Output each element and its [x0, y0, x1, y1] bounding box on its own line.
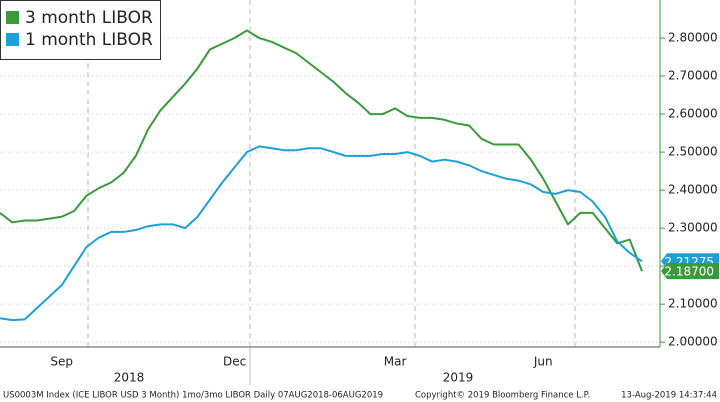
y-tick-label: 2.60000 [668, 107, 718, 121]
x-tick-label: Dec [223, 355, 246, 369]
y-tick-label: 2.70000 [668, 69, 718, 83]
legend-swatch [6, 33, 19, 46]
footer-copyright: Copyright© 2019 Bloomberg Finance L.P. [415, 391, 590, 401]
footer-source: US0003M Index (ICE LIBOR USD 3 Month) 1m… [3, 391, 383, 401]
legend-label: 1 month LIBOR [25, 30, 153, 50]
y-tick-label: 2.00000 [668, 335, 718, 349]
year-label: 2019 [443, 371, 474, 385]
x-tick-label: Sep [50, 355, 73, 369]
y-tick-label: 2.30000 [668, 221, 718, 235]
y-tick-label: 2.40000 [668, 183, 718, 197]
y-tick-label: 2.80000 [668, 31, 718, 45]
series-line [0, 145, 643, 322]
year-label: 2018 [114, 371, 145, 385]
y-tick-label: 2.10000 [668, 297, 718, 311]
y-tick-label: 2.50000 [668, 145, 718, 159]
x-tick-label: Mar [384, 355, 407, 369]
series-line [0, 29, 643, 272]
last-value-tag [661, 263, 719, 280]
last-value-label: 2.18700 [664, 265, 714, 279]
legend-swatch [6, 11, 19, 24]
footer-timestamp: 13-Aug-2019 14:37:44 [621, 391, 717, 401]
x-tick-label: Jun [533, 355, 553, 369]
legend-box [0, 0, 161, 60]
legend-label: 3 month LIBOR [25, 8, 153, 28]
